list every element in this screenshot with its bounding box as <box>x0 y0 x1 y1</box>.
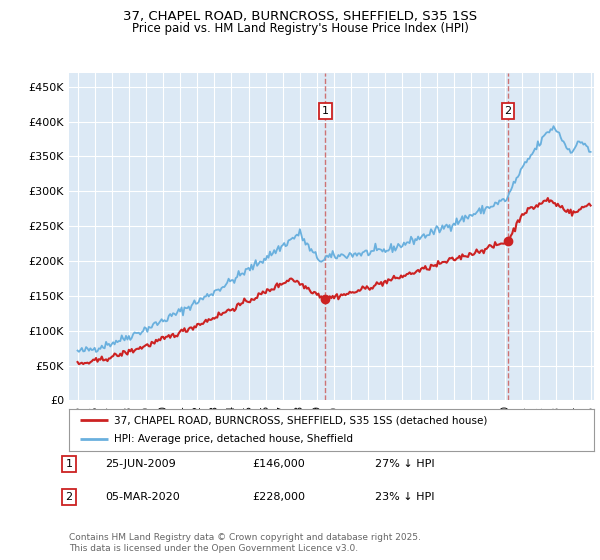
Text: 37, CHAPEL ROAD, BURNCROSS, SHEFFIELD, S35 1SS (detached house): 37, CHAPEL ROAD, BURNCROSS, SHEFFIELD, S… <box>113 415 487 425</box>
Text: 27% ↓ HPI: 27% ↓ HPI <box>375 459 434 469</box>
Text: £146,000: £146,000 <box>252 459 305 469</box>
Text: 1: 1 <box>322 106 329 116</box>
Text: £228,000: £228,000 <box>252 492 305 502</box>
Text: 2: 2 <box>505 106 512 116</box>
Text: 05-MAR-2020: 05-MAR-2020 <box>105 492 180 502</box>
Text: 23% ↓ HPI: 23% ↓ HPI <box>375 492 434 502</box>
Text: 25-JUN-2009: 25-JUN-2009 <box>105 459 176 469</box>
Text: This data is licensed under the Open Government Licence v3.0.: This data is licensed under the Open Gov… <box>69 544 358 553</box>
Text: 2: 2 <box>65 492 73 502</box>
Text: 37, CHAPEL ROAD, BURNCROSS, SHEFFIELD, S35 1SS: 37, CHAPEL ROAD, BURNCROSS, SHEFFIELD, S… <box>123 10 477 23</box>
Text: HPI: Average price, detached house, Sheffield: HPI: Average price, detached house, Shef… <box>113 435 353 445</box>
Text: Contains HM Land Registry data © Crown copyright and database right 2025.: Contains HM Land Registry data © Crown c… <box>69 533 421 542</box>
Text: Price paid vs. HM Land Registry's House Price Index (HPI): Price paid vs. HM Land Registry's House … <box>131 22 469 35</box>
Text: 1: 1 <box>65 459 73 469</box>
